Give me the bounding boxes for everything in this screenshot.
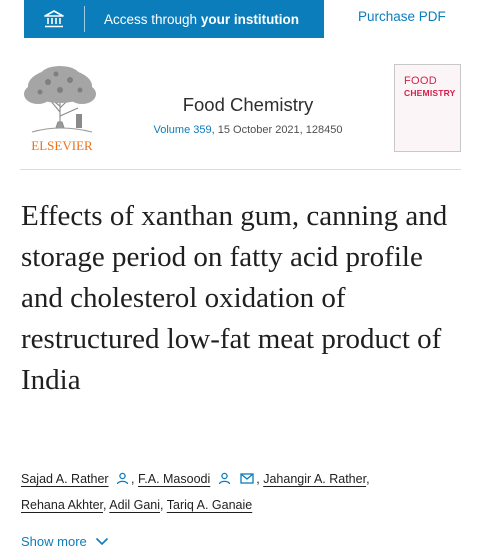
cover-title-line1: FOOD	[404, 75, 437, 87]
journal-title-link[interactable]: Food Chemistry	[182, 94, 314, 115]
institution-icon	[24, 0, 84, 38]
author-link[interactable]: F.A. Masoodi	[138, 472, 211, 486]
author-link[interactable]: Adil Gani	[109, 498, 161, 512]
journal-header: ELSEVIER Food Chemistry Volume 359, 15 O…	[20, 58, 461, 170]
author-link[interactable]: Tariq A. Ganaie	[166, 498, 253, 512]
person-icon[interactable]	[116, 472, 129, 485]
issue-details: , 15 October 2021, 128450	[211, 124, 343, 136]
access-institution-button[interactable]: Access through your institution	[24, 0, 324, 38]
issue-line: Volume 359, 15 October 2021, 128450	[142, 124, 354, 136]
journal-cover[interactable]: FOOD CHEMISTRY	[394, 64, 461, 152]
journal-info: Food Chemistry Volume 359, 15 October 20…	[142, 94, 354, 136]
top-bar: Access through your institution Purchase…	[0, 0, 479, 42]
volume-link[interactable]: Volume 359	[153, 124, 212, 136]
author-link[interactable]: Rehana Akhter	[21, 498, 104, 512]
elsevier-logo[interactable]: ELSEVIER	[20, 62, 104, 154]
author-link[interactable]: Jahangir A. Rather	[263, 472, 367, 486]
show-more-label: Show more	[21, 534, 87, 549]
chevron-down-icon	[95, 537, 108, 546]
cover-title-line2: CHEMISTRY	[404, 88, 456, 98]
mail-icon[interactable]	[240, 473, 254, 484]
article-title: Effects of xanthan gum, canning and stor…	[21, 200, 448, 396]
purchase-pdf-link[interactable]: Purchase PDF	[358, 9, 446, 24]
svg-text:ELSEVIER: ELSEVIER	[31, 138, 93, 153]
access-institution-label: Access through your institution	[104, 11, 300, 27]
person-icon[interactable]	[218, 472, 231, 485]
show-more-button[interactable]: Show more	[21, 534, 109, 549]
author-list: Sajad A. Rather , F.A. Masoodi , Jahangi…	[21, 472, 370, 512]
author-link[interactable]: Sajad A. Rather	[21, 472, 109, 486]
button-divider	[84, 6, 85, 32]
